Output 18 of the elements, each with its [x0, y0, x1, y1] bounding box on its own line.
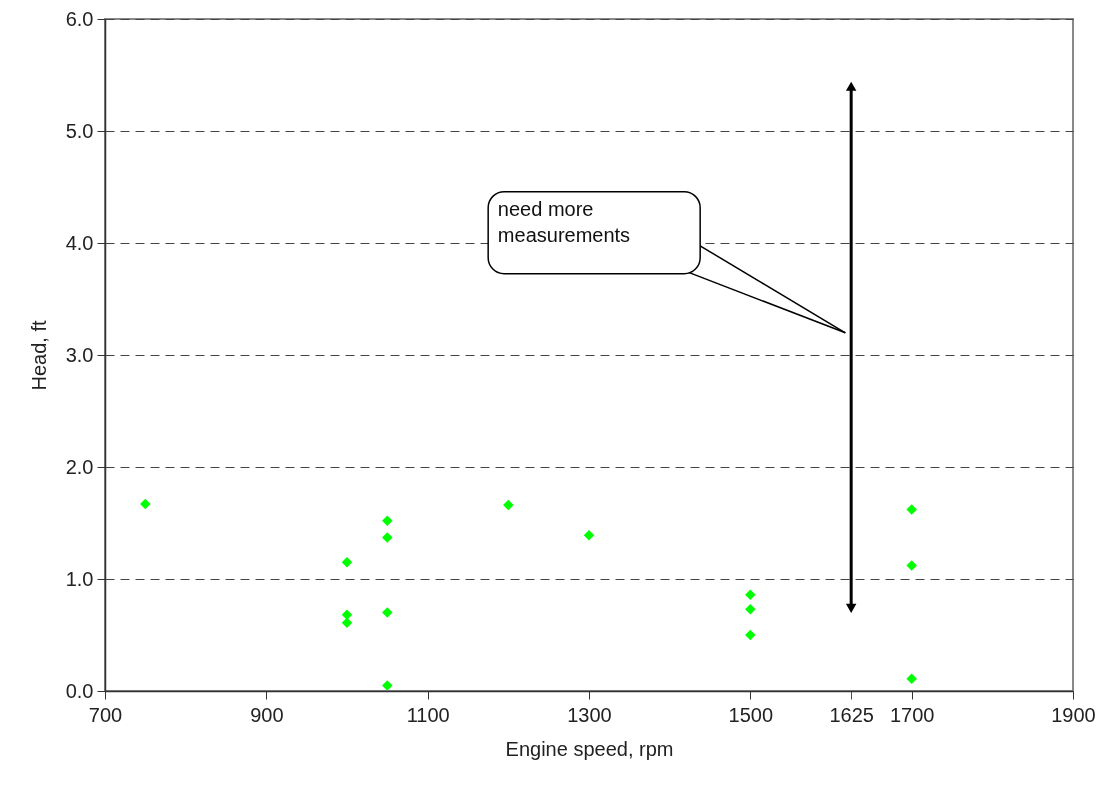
x-tick-label: 700	[88, 703, 123, 726]
x-axis-title: Engine speed, rpm	[505, 737, 674, 760]
y-tick-label: 3.0	[65, 343, 94, 366]
y-axis-title: Head, ft	[27, 320, 50, 391]
x-tick-label: 1700	[889, 703, 935, 726]
y-tick-label: 5.0	[65, 119, 94, 142]
x-tick-label: 1300	[567, 703, 612, 726]
y-tick-label: 2.0	[65, 455, 94, 478]
x-tick-label: 1625	[829, 703, 874, 726]
x-tick-label: 1100	[406, 703, 450, 726]
x-tick-label: 900	[250, 703, 284, 726]
x-tick-label: 1500	[728, 703, 774, 726]
ref-line-label: need more measurements	[497, 197, 631, 246]
y-tick-label: 1.0	[65, 567, 94, 590]
x-tick-label: 1900	[1051, 703, 1096, 726]
y-tick-label: 0.0	[65, 679, 94, 702]
y-tick-label: 6.0	[65, 7, 94, 30]
y-tick-label: 4.0	[65, 231, 94, 254]
